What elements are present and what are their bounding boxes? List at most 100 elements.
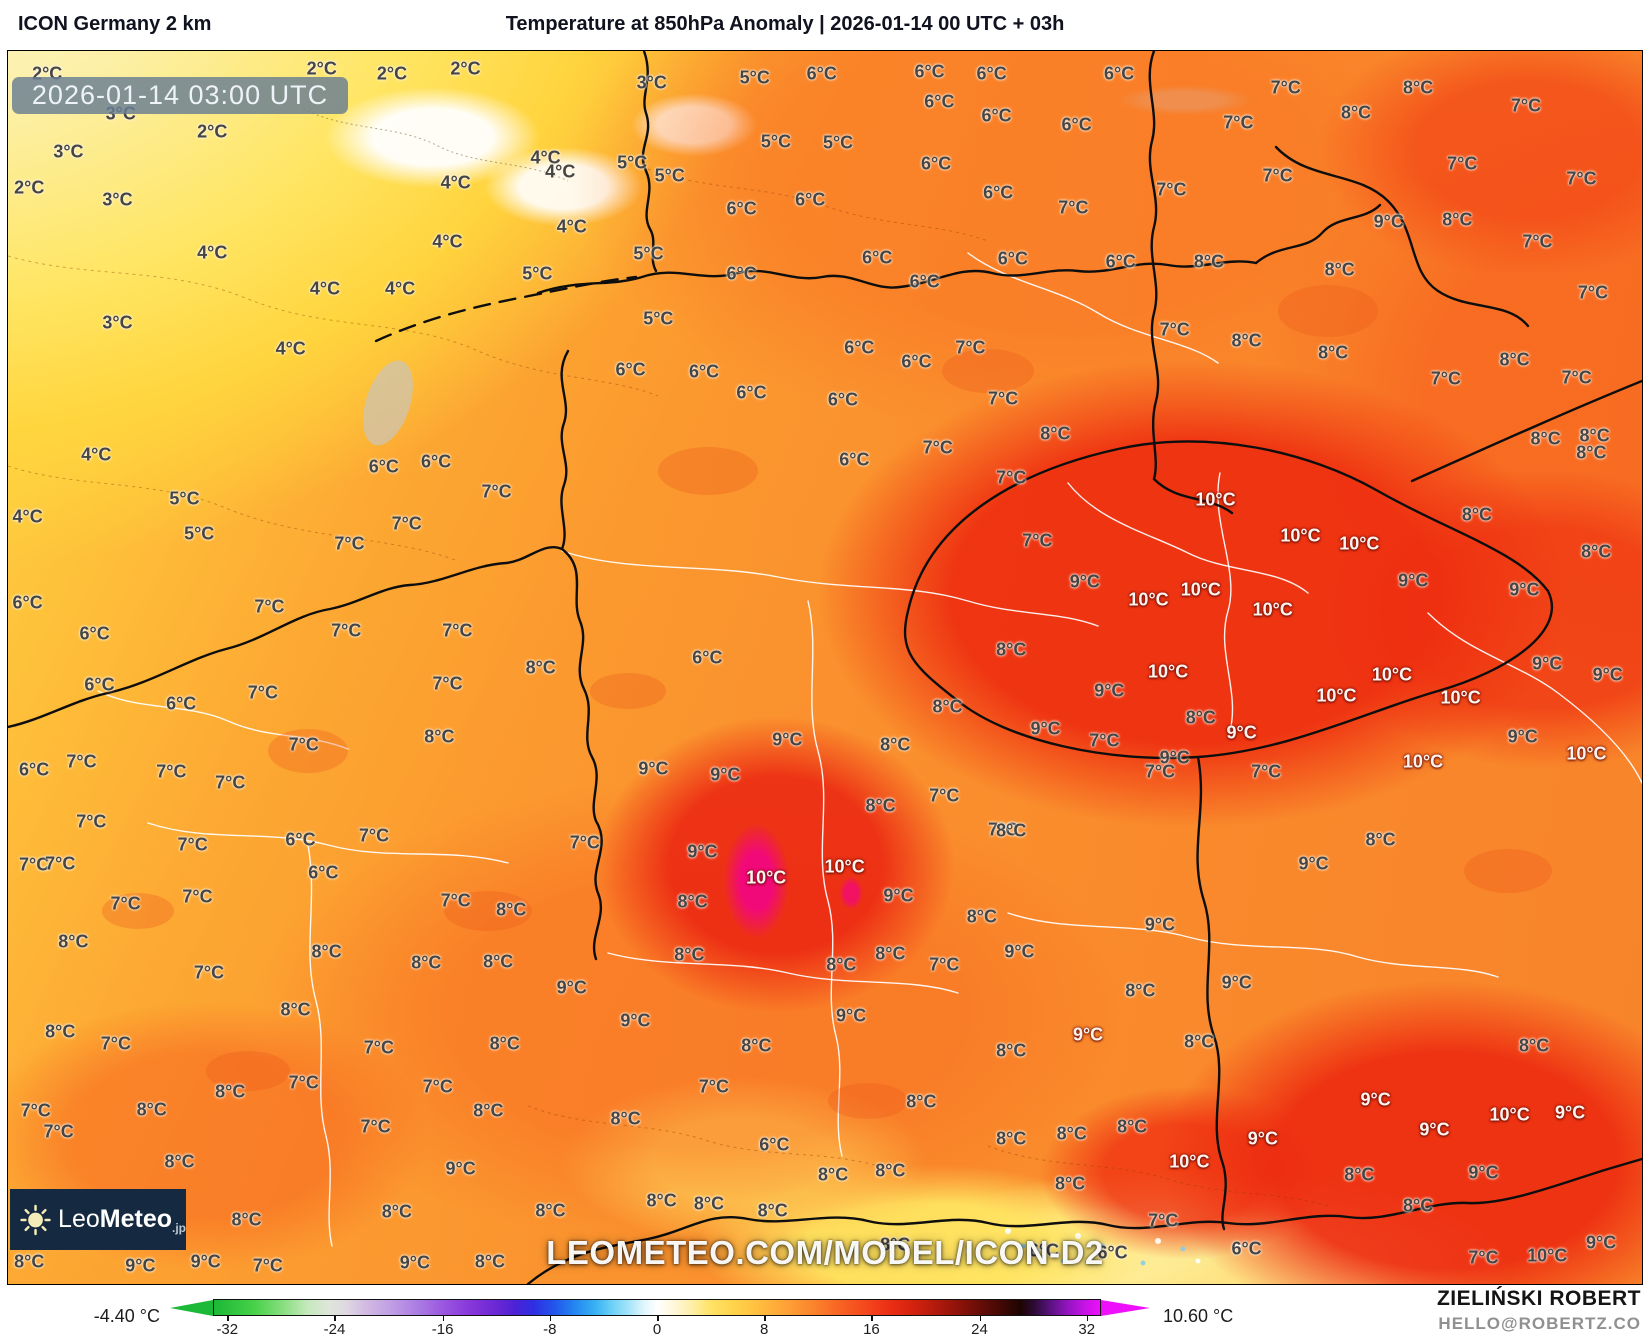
temp-label: 7°C: [1447, 153, 1478, 174]
colorbar-tick-label: -32: [216, 1321, 239, 1338]
temp-label: 6°C: [19, 759, 50, 780]
temp-label: 7°C: [1468, 1247, 1499, 1268]
temp-label: 4°C: [275, 338, 306, 359]
temp-label: 6°C: [914, 61, 945, 82]
logo-text-jp: .jp: [172, 1221, 186, 1235]
temp-label: 7°C: [442, 620, 473, 640]
temp-label: 9°C: [1592, 664, 1623, 685]
temp-label: 7°C: [193, 962, 225, 983]
colorbar-max-label: 10.60 °C: [1163, 1306, 1234, 1326]
temp-label: 9°C: [1419, 1119, 1450, 1140]
temp-label: 9°C: [638, 758, 669, 779]
temp-label: 8°C: [311, 941, 342, 962]
temp-label: 8°C: [757, 1200, 788, 1221]
colorbar-tick-label: 32: [1078, 1321, 1096, 1338]
temp-label: 3°C: [53, 141, 84, 162]
temp-label: 4°C: [530, 147, 561, 168]
temp-label: 6°C: [827, 389, 859, 410]
temp-label: 7°C: [1270, 77, 1301, 98]
temp-label: 7°C: [288, 734, 319, 755]
temp-label: 6°C: [692, 647, 723, 668]
temp-label: 9°C: [1468, 1162, 1499, 1183]
temp-label: 8°C: [826, 954, 857, 975]
temp-label: 10°C: [1180, 579, 1221, 600]
temp-label: 7°C: [481, 481, 512, 502]
temp-label: 2°C: [197, 121, 228, 142]
temp-label: 5°C: [739, 67, 770, 88]
temp-label: 6°C: [997, 248, 1029, 269]
temp-label: 7°C: [66, 751, 97, 772]
temp-label: 8°C: [473, 1100, 504, 1121]
temperature-labels-layer: 2°C2°C2°C2°C3°C2°C3°C2°C3°C4°C4°C5°C4°C4…: [8, 51, 1642, 1284]
temp-label: 8°C: [14, 1251, 45, 1272]
temp-label: 8°C: [1442, 209, 1473, 230]
temp-label: 2°C: [14, 177, 45, 198]
temp-label: 4°C: [81, 444, 112, 465]
temp-label: 8°C: [164, 1151, 195, 1172]
temp-label: 6°C: [166, 693, 197, 714]
temp-label: 5°C: [822, 132, 854, 153]
temp-label: 7°C: [1561, 367, 1592, 388]
temp-label: 9°C: [445, 1158, 476, 1179]
temp-label: 9°C: [1532, 653, 1563, 674]
temp-label: 10°C: [1252, 599, 1293, 620]
temp-label: 7°C: [252, 1255, 283, 1275]
temp-label: 9°C: [710, 764, 741, 785]
temp-label: 7°C: [1430, 368, 1462, 389]
temp-label: 7°C: [1089, 730, 1120, 751]
temp-label: 8°C: [610, 1108, 641, 1129]
temp-label: 8°C: [741, 1035, 772, 1056]
header: ICON Germany 2 km Temperature at 850hPa …: [0, 0, 1649, 50]
temp-label: 8°C: [1519, 1035, 1550, 1056]
temperature-anomaly-field: [8, 51, 1642, 1284]
temp-label: 9°C: [687, 841, 718, 862]
temp-label: 7°C: [1262, 165, 1293, 186]
temp-label: 7°C: [569, 832, 600, 853]
temp-label: 6°C: [1028, 1240, 1060, 1261]
temp-label: 9°C: [125, 1255, 156, 1275]
temp-label: 7°C: [76, 811, 107, 832]
temp-label: 7°C: [358, 825, 390, 846]
colorbar-tick: [1086, 1316, 1089, 1321]
temp-label: 8°C: [646, 1190, 677, 1211]
temp-label: 6°C: [12, 592, 43, 613]
temp-label: 9°C: [1554, 1102, 1586, 1123]
temp-label: 9°C: [1144, 914, 1176, 935]
colorbar-tick: [657, 1316, 659, 1321]
colorbar-tick-label: -16: [431, 1321, 454, 1338]
temp-label: 6°C: [1231, 1238, 1262, 1259]
temp-label: 8°C: [58, 931, 89, 952]
colorbar-tick-label: -8: [543, 1321, 557, 1338]
temp-label: 7°C: [440, 890, 471, 911]
colorbar-tick-label: -24: [323, 1321, 346, 1338]
temp-label: 8°C: [483, 951, 514, 972]
temp-label: 9°C: [1094, 680, 1125, 701]
temp-label: 6°C: [921, 153, 952, 174]
temp-label: 7°C: [1148, 1210, 1179, 1231]
temp-label: 6°C: [806, 63, 837, 84]
temp-label: 6°C: [726, 263, 757, 284]
colorbar-tick: [549, 1316, 552, 1321]
temp-label: 7°C: [100, 1033, 131, 1054]
temp-label: 8°C: [411, 952, 442, 973]
temp-label: 6°C: [736, 382, 767, 403]
temp-label: 8°C: [535, 1200, 566, 1221]
credit-name: ZIELIŃSKI ROBERT: [1436, 1287, 1641, 1310]
temp-label: 8°C: [496, 899, 527, 920]
colorbar-tick-label: 0: [652, 1321, 662, 1338]
temp-label: 6°C: [615, 359, 646, 380]
temp-label: 6°C: [862, 247, 893, 268]
temp-label: 8°C: [525, 657, 556, 677]
temp-label: 6°C: [420, 451, 452, 472]
temp-label: 7°C: [432, 673, 463, 694]
map-canvas: 2°C2°C2°C2°C3°C2°C3°C2°C3°C4°C4°C5°C4°C4…: [7, 50, 1643, 1285]
temp-label: 7°C: [987, 388, 1019, 409]
temp-label: 7°C: [698, 1076, 729, 1097]
temp-label: 10°C: [746, 867, 787, 888]
temp-label: 6°C: [726, 198, 757, 219]
temp-label: 8°C: [1461, 504, 1493, 525]
temp-label: 4°C: [556, 216, 587, 237]
colorbar-tick: [442, 1316, 445, 1321]
temp-label: 4°C: [309, 278, 341, 299]
temp-label: 10°C: [1339, 533, 1380, 554]
